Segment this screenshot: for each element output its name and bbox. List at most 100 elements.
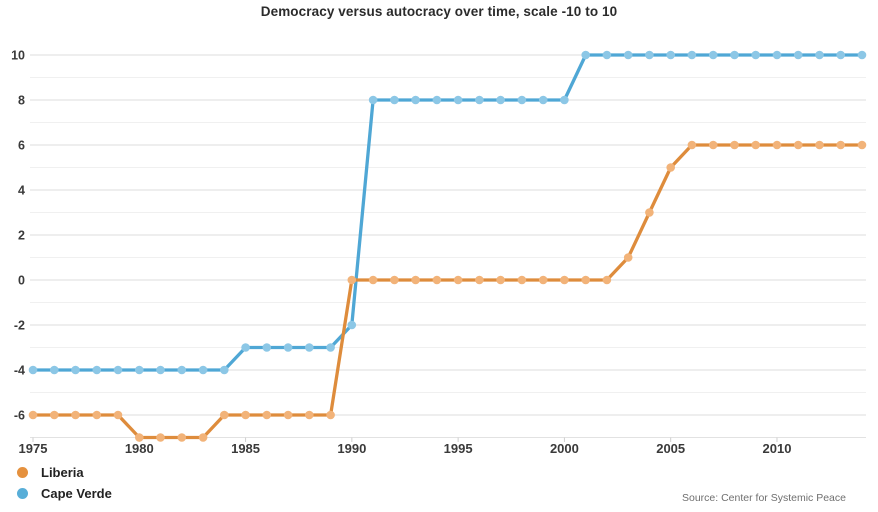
- data-point[interactable]: [368, 95, 378, 105]
- data-point[interactable]: [92, 410, 102, 420]
- data-point[interactable]: [730, 140, 739, 150]
- data-point[interactable]: [453, 275, 463, 285]
- series-line-liberia: [31, 143, 864, 440]
- y-tick-label: 4: [18, 184, 25, 198]
- data-point[interactable]: [496, 275, 505, 285]
- data-point[interactable]: [453, 95, 463, 105]
- data-point[interactable]: [390, 275, 399, 285]
- data-point[interactable]: [623, 50, 633, 60]
- data-point[interactable]: [177, 365, 187, 375]
- data-point[interactable]: [645, 208, 654, 217]
- series-line-cape-verde: [31, 53, 864, 372]
- data-point[interactable]: [156, 365, 165, 375]
- data-point[interactable]: [560, 275, 569, 285]
- data-point[interactable]: [836, 140, 845, 150]
- series-dots-cape-verde: [28, 50, 867, 375]
- data-point[interactable]: [71, 410, 80, 420]
- data-point[interactable]: [390, 95, 399, 105]
- data-point[interactable]: [177, 433, 187, 442]
- data-point[interactable]: [326, 410, 335, 420]
- data-point[interactable]: [135, 433, 144, 442]
- data-point[interactable]: [113, 410, 123, 420]
- data-point[interactable]: [241, 343, 250, 352]
- data-point[interactable]: [305, 410, 314, 420]
- data-point[interactable]: [666, 163, 675, 172]
- data-point[interactable]: [857, 50, 867, 60]
- data-point[interactable]: [198, 433, 208, 442]
- source-attribution: Source: Center for Systemic Peace: [682, 492, 846, 504]
- data-point[interactable]: [623, 253, 633, 262]
- data-point[interactable]: [687, 140, 697, 150]
- data-point[interactable]: [751, 50, 760, 60]
- data-point[interactable]: [28, 365, 38, 375]
- legend-label-cape-verde: Cape Verde: [41, 486, 112, 501]
- data-point[interactable]: [432, 275, 442, 285]
- data-point[interactable]: [283, 410, 293, 420]
- data-point[interactable]: [538, 275, 548, 285]
- data-point[interactable]: [283, 343, 293, 352]
- data-point[interactable]: [326, 343, 335, 352]
- legend-item-liberia[interactable]: Liberia: [17, 462, 112, 483]
- y-tick-label: 2: [18, 229, 25, 243]
- data-point[interactable]: [815, 140, 824, 150]
- data-point[interactable]: [156, 433, 165, 442]
- data-point[interactable]: [50, 410, 59, 420]
- data-point[interactable]: [347, 275, 357, 285]
- y-tick-label: -2: [14, 319, 25, 333]
- data-point[interactable]: [602, 50, 612, 60]
- series-dots-liberia: [28, 140, 867, 442]
- data-point[interactable]: [113, 365, 123, 375]
- y-axis-labels: 10 8 6 4 2 0 -2 -4 -6: [11, 49, 25, 423]
- data-point[interactable]: [751, 140, 760, 150]
- x-tick-label: 2005: [656, 441, 685, 456]
- y-tick-label: 8: [18, 94, 25, 108]
- data-point[interactable]: [28, 410, 38, 420]
- data-point[interactable]: [560, 95, 569, 105]
- data-point[interactable]: [198, 365, 208, 375]
- data-point[interactable]: [687, 50, 697, 60]
- data-point[interactable]: [496, 95, 505, 105]
- data-point[interactable]: [708, 50, 718, 60]
- chart-legend: Liberia Cape Verde: [17, 462, 112, 504]
- data-point[interactable]: [857, 140, 867, 150]
- data-point[interactable]: [645, 50, 654, 60]
- data-point[interactable]: [432, 95, 442, 105]
- data-point[interactable]: [71, 365, 80, 375]
- data-point[interactable]: [220, 365, 229, 375]
- data-point[interactable]: [581, 275, 590, 285]
- data-point[interactable]: [836, 50, 845, 60]
- legend-label-liberia: Liberia: [41, 465, 84, 480]
- data-point[interactable]: [538, 95, 548, 105]
- data-point[interactable]: [475, 275, 484, 285]
- legend-marker-liberia: [17, 467, 28, 478]
- data-point[interactable]: [581, 50, 590, 60]
- data-point[interactable]: [262, 410, 272, 420]
- data-point[interactable]: [135, 365, 144, 375]
- data-point[interactable]: [517, 95, 527, 105]
- data-point[interactable]: [50, 365, 59, 375]
- legend-marker-cape-verde: [17, 488, 28, 499]
- data-point[interactable]: [347, 320, 357, 330]
- data-point[interactable]: [475, 95, 484, 105]
- data-point[interactable]: [411, 275, 420, 285]
- data-point[interactable]: [708, 140, 718, 150]
- data-point[interactable]: [772, 140, 782, 150]
- data-point[interactable]: [220, 410, 229, 420]
- data-point[interactable]: [517, 275, 527, 285]
- data-point[interactable]: [305, 343, 314, 352]
- data-point[interactable]: [772, 50, 782, 60]
- data-point[interactable]: [730, 50, 739, 60]
- data-point[interactable]: [92, 365, 102, 375]
- data-point[interactable]: [411, 95, 420, 105]
- data-point[interactable]: [815, 50, 824, 60]
- data-point[interactable]: [666, 50, 675, 60]
- data-point[interactable]: [241, 410, 250, 420]
- gridlines-minor: [30, 77, 866, 393]
- data-point[interactable]: [793, 50, 803, 60]
- data-point[interactable]: [602, 275, 612, 285]
- data-point[interactable]: [793, 140, 803, 150]
- data-point[interactable]: [368, 275, 378, 285]
- legend-item-cape-verde[interactable]: Cape Verde: [17, 483, 112, 504]
- data-point[interactable]: [262, 343, 272, 352]
